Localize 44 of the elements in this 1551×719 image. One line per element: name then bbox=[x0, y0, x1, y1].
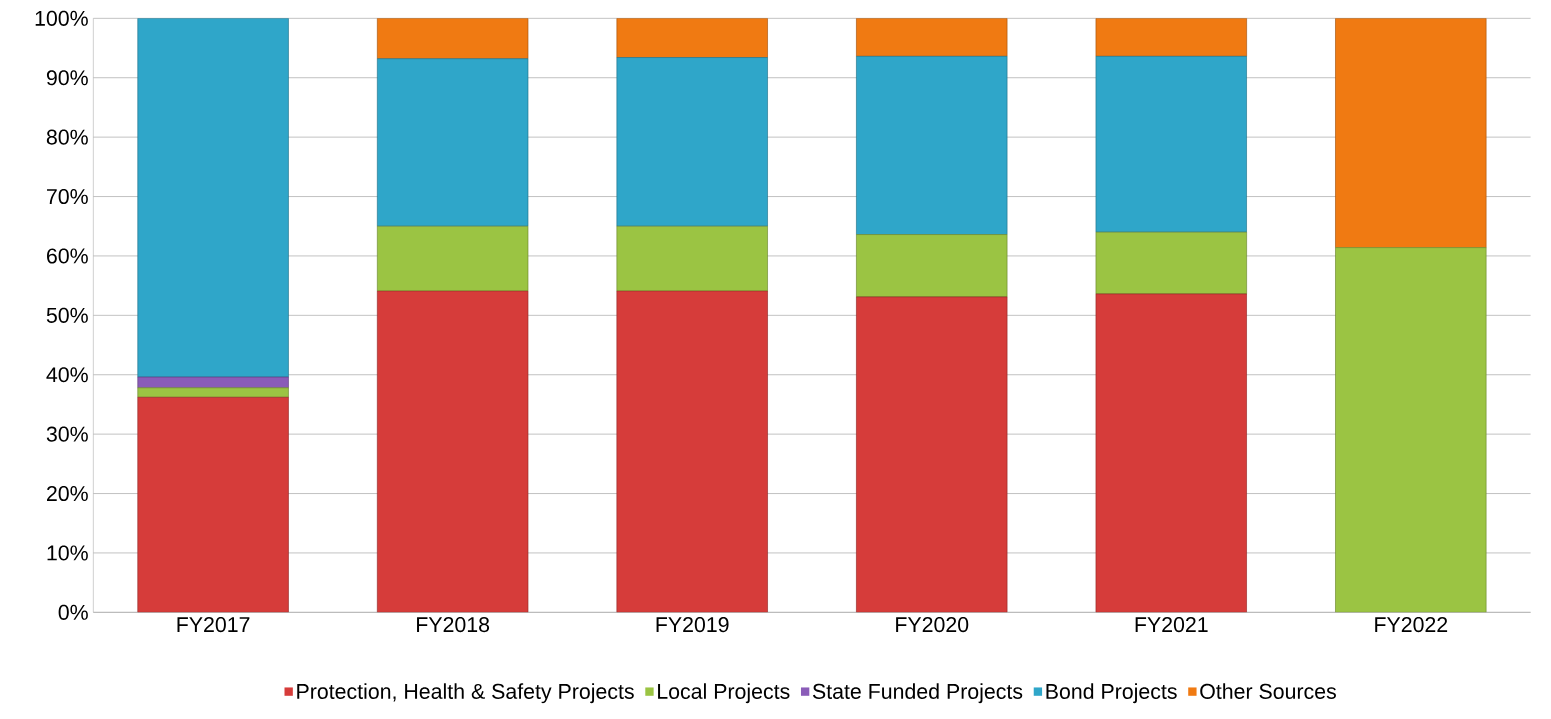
bar bbox=[1095, 56, 1247, 233]
bar bbox=[616, 18, 768, 58]
bar bbox=[1095, 18, 1247, 57]
x-tick-label: FY2020 bbox=[896, 617, 969, 633]
x-tick-label: FY2022 bbox=[1375, 617, 1448, 633]
bar bbox=[137, 376, 289, 389]
bar bbox=[376, 58, 529, 227]
y-tick-label: 80% bbox=[46, 129, 88, 145]
x-tick-label: FY2019 bbox=[656, 617, 729, 633]
y-tick-label: 70% bbox=[47, 188, 88, 205]
y-tick-label: 90% bbox=[46, 70, 88, 86]
y-tick-label: 0% bbox=[58, 604, 88, 620]
x-tick-label: FY2017 bbox=[177, 617, 250, 633]
bar bbox=[137, 396, 289, 613]
legend-label: Protection, Health & Safety Projects bbox=[297, 683, 634, 704]
bar bbox=[616, 57, 768, 227]
y-tick-label: 40% bbox=[46, 367, 88, 383]
y-tick-label: 60% bbox=[47, 248, 88, 264]
bar bbox=[376, 290, 529, 613]
bar bbox=[616, 225, 768, 292]
bar bbox=[137, 18, 289, 378]
x-tick-label: FY2018 bbox=[417, 617, 490, 633]
bar bbox=[376, 225, 529, 292]
bar bbox=[1335, 247, 1487, 613]
bar bbox=[856, 56, 1008, 235]
bar bbox=[1335, 18, 1487, 248]
y-tick-label: 30% bbox=[46, 426, 88, 442]
y-tick-label: 50% bbox=[46, 307, 88, 323]
y-tick-label: 10% bbox=[47, 545, 88, 561]
bar bbox=[856, 18, 1008, 57]
y-tick-label: 100% bbox=[35, 10, 88, 26]
bar bbox=[856, 234, 1008, 298]
y-tick-label: 20% bbox=[47, 485, 88, 502]
legend-label: Bond Projects bbox=[1046, 683, 1177, 704]
bar bbox=[137, 387, 289, 398]
bar bbox=[1095, 293, 1247, 613]
bar bbox=[616, 290, 768, 613]
legend-label: State Funded Projects bbox=[812, 683, 1023, 704]
bar bbox=[1095, 231, 1247, 295]
bar bbox=[376, 18, 529, 60]
bar bbox=[856, 296, 1008, 613]
legend-label: Other Sources bbox=[1200, 683, 1336, 699]
x-tick-label: FY2021 bbox=[1135, 617, 1208, 633]
legend-label: Local Projects bbox=[658, 683, 790, 704]
